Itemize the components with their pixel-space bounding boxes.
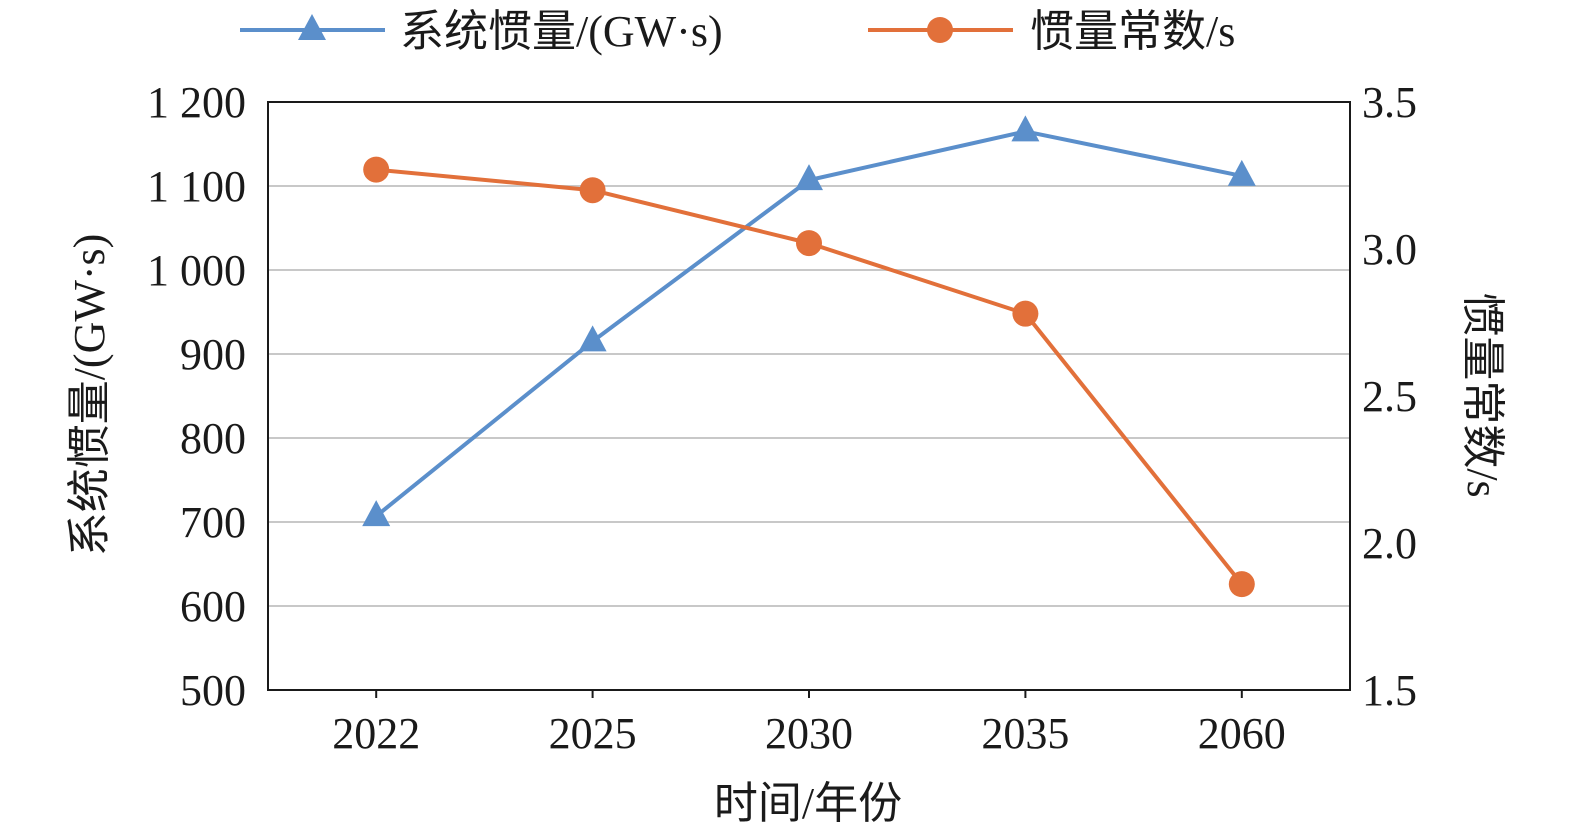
x-tick-label: 2022	[332, 709, 420, 758]
left-y-tick-label: 1 000	[147, 246, 246, 295]
x-tick-label: 2035	[981, 709, 1069, 758]
left-y-tick-label: 500	[180, 666, 246, 715]
inertia-point-marker	[362, 500, 391, 527]
inertia-point-marker	[795, 164, 823, 191]
x-tick-label: 2030	[765, 709, 853, 758]
left-y-tick-label: 700	[180, 498, 246, 547]
plot-frame	[267, 101, 1351, 691]
legend-label-inertia: 系统惯量/(GW·s)	[400, 7, 723, 56]
right-y-tick-label: 1.5	[1362, 666, 1417, 715]
legend-circle-marker	[927, 17, 953, 43]
inertia-point-marker	[1011, 115, 1040, 142]
x-axis-ticks: 2022 2025 2030 2035 2060	[332, 690, 1286, 758]
x-tick-label: 2060	[1198, 709, 1286, 758]
legend-triangle-marker	[298, 14, 326, 40]
x-axis-title: 时间/年份	[714, 779, 902, 828]
inertia-point-marker	[578, 325, 607, 352]
left-y-tick-label: 1 200	[147, 78, 246, 127]
series-layer	[362, 115, 1256, 598]
right-y-tick-label: 2.0	[1362, 519, 1417, 568]
right-y-tick-label: 2.5	[1362, 372, 1417, 421]
constant-point-marker	[363, 156, 390, 183]
constant-point-marker	[579, 177, 606, 204]
left-y-axis-title: 系统惯量/(GW·s)	[65, 234, 114, 557]
right-y-tick-label: 3.5	[1362, 78, 1417, 127]
right-y-tick-label: 3.0	[1362, 225, 1417, 274]
inertia-point-marker	[1227, 159, 1256, 186]
right-y-axis-title: 惯量常数/s	[1458, 292, 1507, 497]
legend-label-constant: 惯量常数/s	[1030, 7, 1235, 56]
constant-point-marker	[1012, 300, 1039, 327]
left-y-axis-ticks: 500 600 700 800 900 1 000 1 100 1 200	[147, 78, 246, 715]
legend: 系统惯量/(GW·s) 惯量常数/s	[240, 7, 1235, 56]
left-y-tick-label: 600	[180, 582, 246, 631]
left-y-tick-label: 800	[180, 414, 246, 463]
plot-border	[267, 101, 1351, 691]
right-y-axis-ticks: 1.5 2.0 2.5 3.0 3.5	[1362, 78, 1417, 715]
x-tick-label: 2025	[549, 709, 637, 758]
left-y-tick-label: 900	[180, 330, 246, 379]
constant-point-marker	[1228, 571, 1255, 598]
constant-point-marker	[796, 230, 822, 257]
left-y-tick-label: 1 100	[147, 162, 246, 211]
